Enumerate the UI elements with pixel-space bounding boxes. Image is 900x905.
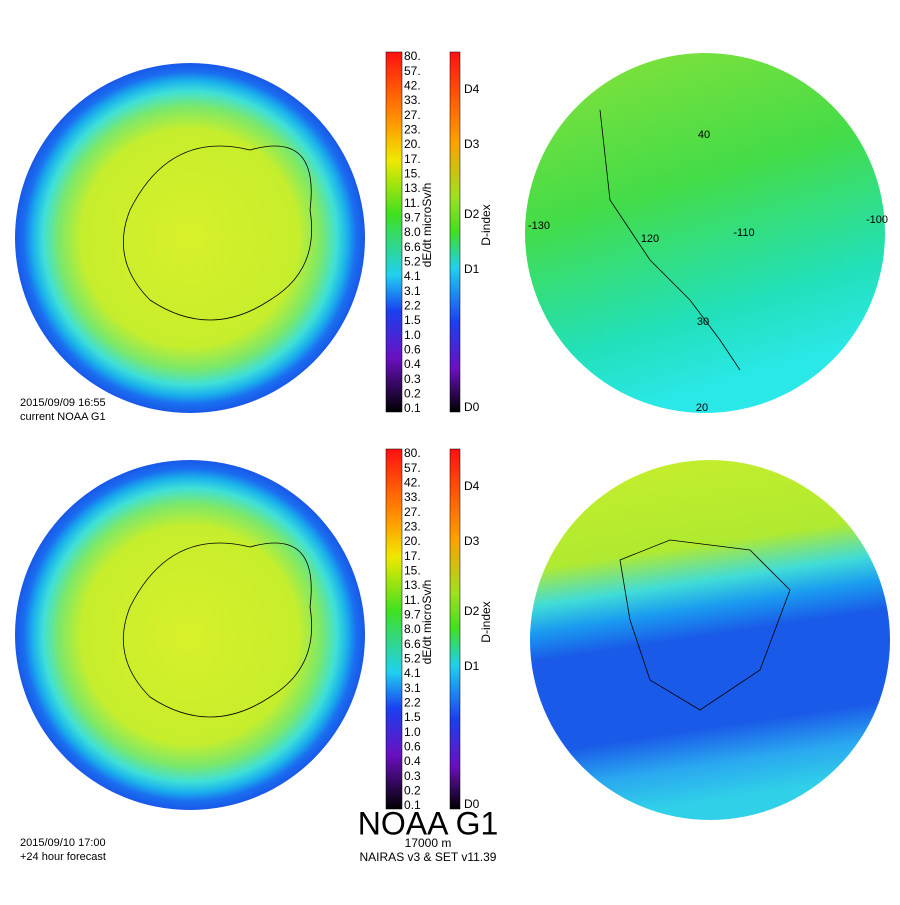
dose-tick-label: 20.: [404, 137, 421, 151]
dose-tick-label: 0.4: [404, 357, 421, 371]
globe-disc: [525, 53, 885, 413]
dose-tick-label: 13.: [404, 181, 421, 195]
dose-tick-label: 0.3: [404, 372, 421, 386]
dose-tick-label: 0.4: [404, 754, 421, 768]
dose-tick-label: 15.: [404, 564, 421, 578]
dose-tick-label: 23.: [404, 520, 421, 534]
dose-scale-title: dE/dt microSv/h: [420, 183, 434, 268]
dose-tick-label: 33.: [404, 490, 421, 504]
footer-version: NAIRAS v3 & SET v11.39: [360, 850, 497, 864]
dose-tick-label: 27.: [404, 108, 421, 122]
d-index-colorbar: [449, 448, 461, 810]
map-grid-label: -110: [733, 227, 754, 239]
map-grid-label: 120: [641, 233, 659, 245]
regional-globe: [530, 460, 890, 820]
map-grid-label: -130: [528, 220, 550, 232]
dose-tick-label: 2.2: [404, 299, 421, 313]
d-index-label: D4: [464, 82, 480, 96]
dose-tick-label: 1.5: [404, 313, 421, 327]
dose-tick-label: 1.0: [404, 328, 421, 342]
d-index-label: D3: [464, 534, 480, 548]
d-index-label: D4: [464, 479, 480, 493]
timestamp: 2015/09/09 16:55: [20, 397, 106, 409]
map-grid-label: 20: [696, 402, 708, 414]
d-index-label: D0: [464, 400, 480, 414]
dose-tick-label: 6.6: [404, 240, 421, 254]
panel-label: +24 hour forecast: [20, 851, 106, 863]
dose-tick-label: 2.2: [404, 696, 421, 710]
footer-title: NOAA G1: [358, 805, 499, 841]
dose-tick-label: 9.7: [404, 608, 421, 622]
d-index-label: D3: [464, 137, 480, 151]
dose-tick-label: 17.: [404, 152, 421, 166]
dose-tick-label: 5.2: [404, 652, 421, 666]
dose-tick-label: 0.6: [404, 740, 421, 754]
dose-tick-label: 1.5: [404, 710, 421, 724]
dose-tick-label: 3.1: [404, 681, 421, 695]
dose-tick-label: 0.3: [404, 769, 421, 783]
coastline: [599, 109, 741, 371]
d-index-title: D-index: [479, 601, 493, 642]
timestamp: 2015/09/10 17:00: [20, 837, 106, 849]
coastline: [619, 539, 791, 711]
dose-tick-label: 23.: [404, 123, 421, 137]
dose-tick-label: 33.: [404, 93, 421, 107]
dose-tick-label: 80.: [404, 49, 421, 63]
map-grid-label: -100: [866, 214, 888, 226]
dose-tick-label: 3.1: [404, 284, 421, 298]
d-index-label: D1: [464, 659, 480, 673]
dose-tick-label: 0.1: [404, 401, 421, 415]
dose-tick-label: 27.: [404, 505, 421, 519]
footer-altitude: 17000 m: [405, 836, 452, 850]
dose-tick-label: 4.1: [404, 666, 421, 680]
dose-tick-label: 13.: [404, 578, 421, 592]
dose-tick-label: 5.2: [404, 255, 421, 269]
dose-colorbar: [385, 51, 403, 413]
dose-tick-label: 0.1: [404, 798, 421, 812]
dose-tick-label: 42.: [404, 79, 421, 93]
d-index-label: D0: [464, 797, 480, 811]
coastline: [122, 542, 313, 718]
dose-tick-label: 0.6: [404, 343, 421, 357]
dose-tick-label: 42.: [404, 476, 421, 490]
dose-tick-label: 9.7: [404, 211, 421, 225]
map-grid-label: 30: [697, 316, 709, 328]
dose-tick-label: 17.: [404, 549, 421, 563]
polar-globe: [15, 63, 365, 413]
globe-disc: [530, 460, 890, 820]
d-index-label: D2: [464, 207, 480, 221]
polar-globe: [15, 460, 365, 810]
dose-tick-label: 6.6: [404, 637, 421, 651]
dose-tick-label: 80.: [404, 446, 421, 460]
panel-label: current NOAA G1: [20, 411, 106, 423]
d-index-label: D2: [464, 604, 480, 618]
dose-tick-label: 57.: [404, 64, 421, 78]
d-index-title: D-index: [479, 204, 493, 245]
coastline: [122, 145, 313, 321]
dose-tick-label: 11.: [404, 593, 420, 607]
dose-tick-label: 15.: [404, 167, 421, 181]
dose-tick-label: 4.1: [404, 269, 421, 283]
dose-tick-label: 1.0: [404, 725, 421, 739]
d-index-colorbar: [449, 51, 461, 413]
dose-colorbar: [385, 448, 403, 810]
dose-scale-title: dE/dt microSv/h: [420, 580, 434, 665]
dose-tick-label: 8.0: [404, 225, 421, 239]
regional-globe: [525, 53, 885, 413]
dose-tick-label: 0.2: [404, 387, 421, 401]
dose-tick-label: 20.: [404, 534, 421, 548]
d-index-label: D1: [464, 262, 480, 276]
dose-tick-label: 8.0: [404, 622, 421, 636]
map-grid-label: 40: [698, 129, 710, 141]
dose-tick-label: 0.2: [404, 784, 421, 798]
dose-tick-label: 11.: [404, 196, 420, 210]
dose-tick-label: 57.: [404, 461, 421, 475]
